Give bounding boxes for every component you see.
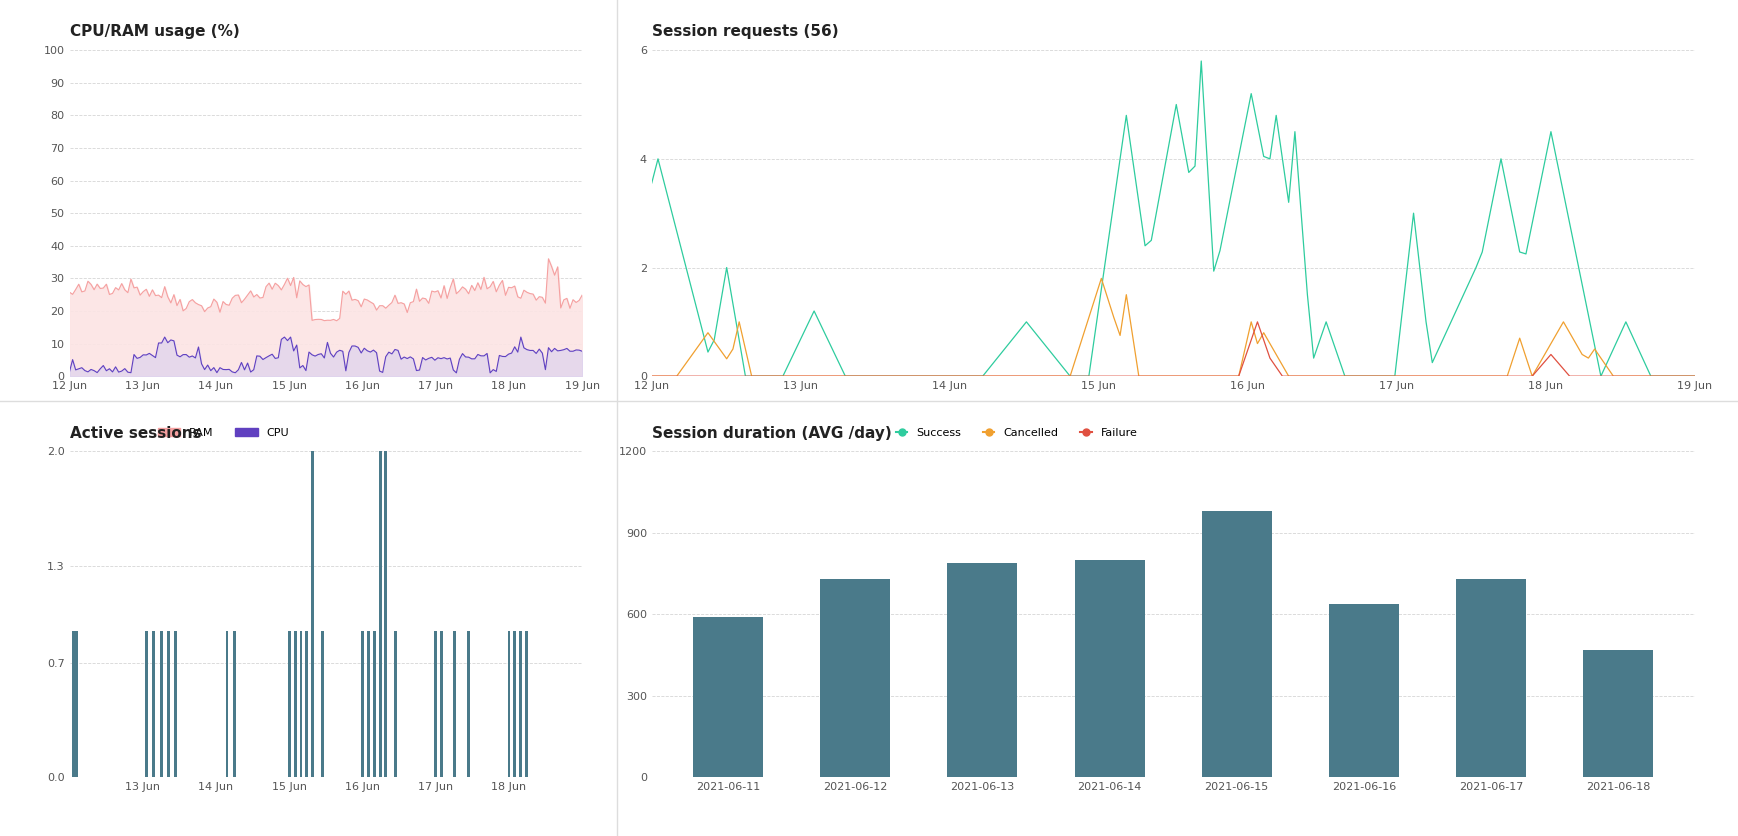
Bar [233, 630, 236, 777]
Bar [513, 630, 516, 777]
Text: Session duration (AVG /day): Session duration (AVG /day) [652, 426, 892, 441]
Text: Active sessions: Active sessions [70, 426, 202, 441]
Text: CPU/RAM usage (%): CPU/RAM usage (%) [70, 24, 240, 39]
Legend: RAM, CPU: RAM, CPU [153, 424, 294, 442]
Bar [71, 630, 75, 777]
Bar [1201, 511, 1272, 777]
Bar [1330, 604, 1399, 777]
Bar [160, 630, 163, 777]
Bar [379, 451, 382, 777]
Bar [468, 630, 471, 777]
Bar [226, 630, 228, 777]
Bar [167, 630, 170, 777]
Bar [820, 579, 890, 777]
Bar [525, 630, 528, 777]
Bar [693, 617, 763, 777]
Bar [311, 451, 315, 777]
Legend: Success, Cancelled, Failure: Success, Cancelled, Failure [892, 424, 1142, 442]
Bar [384, 451, 388, 777]
Bar [144, 630, 148, 777]
Bar [306, 630, 308, 777]
Bar [434, 630, 438, 777]
Bar [947, 563, 1017, 777]
Bar [507, 630, 511, 777]
Bar [75, 630, 78, 777]
Bar [174, 630, 177, 777]
Bar [440, 630, 443, 777]
Bar [289, 630, 290, 777]
Bar [395, 630, 396, 777]
Bar [372, 630, 375, 777]
Bar [362, 630, 363, 777]
Text: Session requests (56): Session requests (56) [652, 24, 838, 39]
Bar [322, 630, 323, 777]
Bar [452, 630, 455, 777]
Bar [1456, 579, 1526, 777]
Bar [367, 630, 370, 777]
Bar [1074, 560, 1145, 777]
Bar [1583, 650, 1653, 777]
Bar [294, 630, 297, 777]
Bar [520, 630, 521, 777]
Bar [153, 630, 155, 777]
Bar [299, 630, 302, 777]
